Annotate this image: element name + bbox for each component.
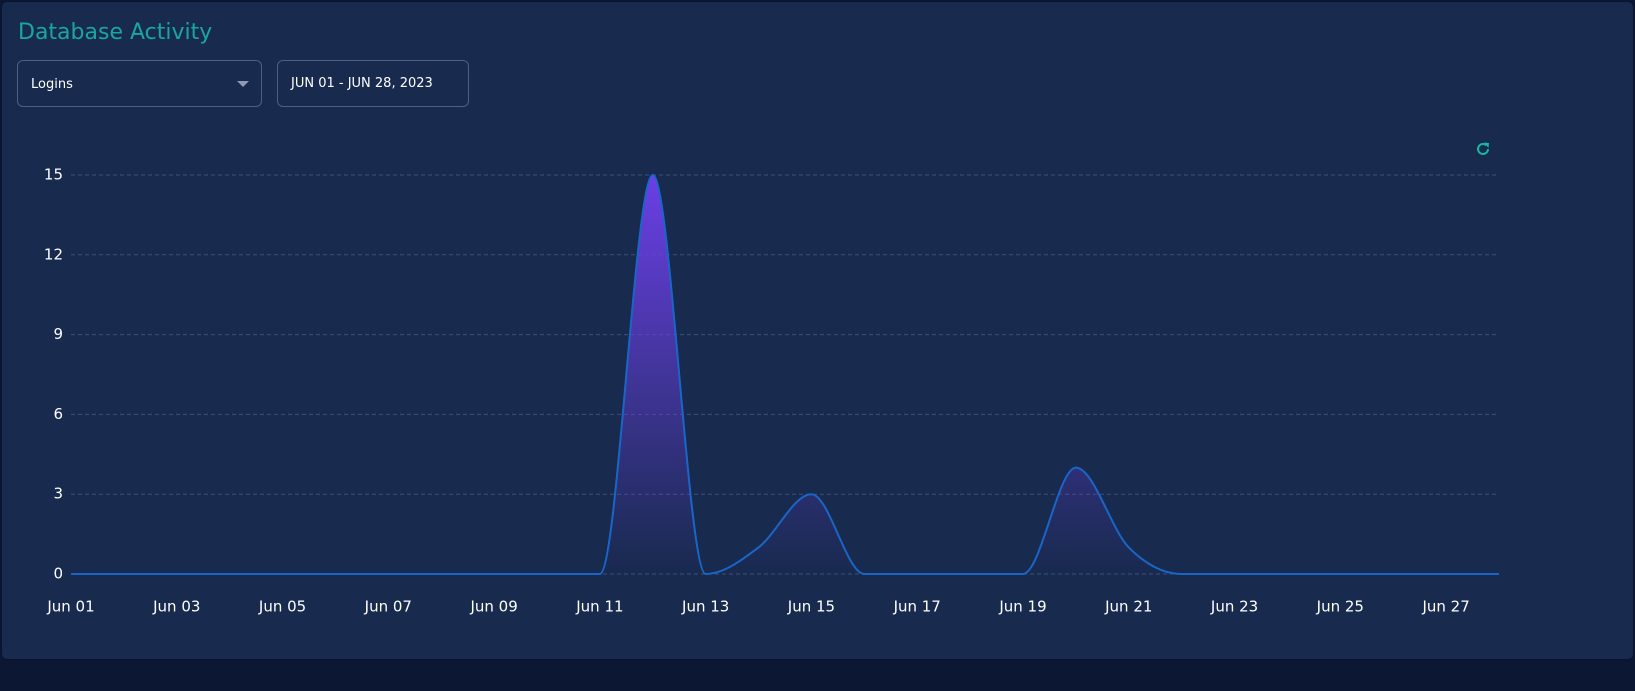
x-tick-label: Jun 21 (1104, 598, 1152, 616)
x-tick-label: Jun 15 (787, 598, 835, 616)
x-tick-label: Jun 07 (364, 598, 412, 616)
x-tick-label: Jun 09 (469, 598, 517, 616)
y-tick-label: 12 (44, 245, 63, 263)
x-tick-label: Jun 05 (258, 598, 306, 616)
x-tick-label: Jun 27 (1421, 598, 1469, 616)
x-tick-label: Jun 03 (152, 598, 200, 616)
date-range-picker[interactable]: JUN 01 - JUN 28, 2023 (277, 60, 469, 107)
y-tick-label: 9 (53, 325, 63, 343)
panel-title: Database Activity (18, 20, 213, 45)
refresh-button[interactable] (1474, 140, 1492, 158)
card: 0 3 6 9 12 15 Jun 01 Jun 03 Jun 05 Jun 07 Jun 09 Ju… (1, 1, 1634, 660)
x-tick-label: Jun 11 (575, 598, 623, 616)
dropdown-value: Logins (31, 77, 73, 92)
x-tick-label: Jun 01 (46, 598, 94, 616)
x-tick-label: Jun 13 (681, 598, 729, 616)
x-tick-label: Jun 25 (1316, 598, 1364, 616)
y-tick-label: 15 (44, 166, 63, 184)
y-tick-label: 6 (53, 405, 63, 423)
x-tick-label: Jun 17 (893, 598, 941, 616)
x-tick-label: Jun 19 (998, 598, 1046, 616)
x-tick-label: Jun 23 (1210, 598, 1258, 616)
y-tick-label: 3 (53, 485, 63, 503)
chart: 0 3 6 9 12 15 Jun 01 Jun 03 Jun 05 Jun 07 Jun 09 Ju… (44, 166, 1499, 616)
y-tick-label: 0 (53, 565, 63, 583)
date-range-value: JUN 01 - JUN 28, 2023 (291, 76, 433, 91)
metric-dropdown[interactable]: Logins (17, 60, 262, 107)
area-line (70, 173, 1499, 576)
area-fill (71, 175, 1499, 574)
dropdown-arrow (237, 81, 249, 87)
